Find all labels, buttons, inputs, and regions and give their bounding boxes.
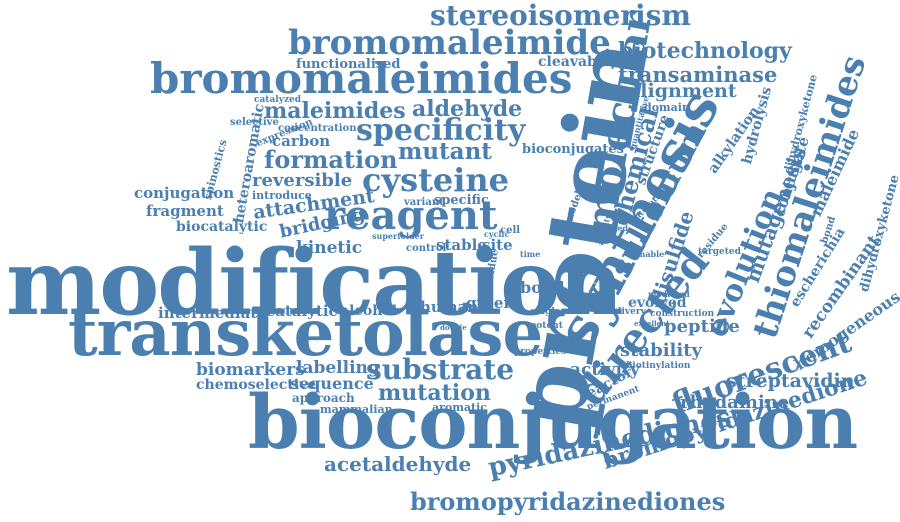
word-acetaldehyde: acetaldehyde (324, 452, 472, 476)
word-introduce: introduce (252, 189, 312, 202)
word-labelling: labelling (296, 358, 380, 378)
word-construction: construction (650, 309, 715, 319)
word-cyclic: cyclic (484, 229, 510, 239)
word-cysteine: cysteine (362, 161, 510, 199)
word-transaminase: transaminase (618, 62, 778, 87)
word-bromomaleimides: bromomaleimides (150, 54, 573, 103)
word-human: human (420, 298, 479, 316)
word-control: control (406, 243, 447, 254)
word-biotinylation: biotinylation (626, 361, 691, 371)
word-expression: concentration (278, 123, 357, 134)
word-peptide: peptide (664, 316, 740, 337)
word-maleimides: maleimides (264, 98, 406, 124)
word-biomarkers: biomarkers (196, 360, 305, 380)
word-domain: domain (644, 101, 690, 114)
word-intermediate: intermediate (158, 304, 267, 322)
word-alignment: alignment (628, 80, 737, 102)
word-transketolase: transketolase (68, 296, 543, 371)
word-activity: activity (570, 360, 640, 380)
word-substrate: substrate (366, 353, 515, 386)
word-tunable: tunable (630, 249, 665, 259)
word-time: time (520, 249, 541, 259)
word-mammalian: mammalian (320, 403, 393, 416)
word-specificity: specificity (356, 113, 526, 148)
word-aldehyde: aldehyde (412, 96, 523, 122)
word-chemoselective: chemoselective (196, 377, 317, 393)
word-aromatic: aromatic (432, 401, 487, 414)
word-attachment: excellent (634, 319, 670, 328)
word-bioconjugates: conjugation (134, 184, 235, 202)
word-mediated: targeted (698, 247, 741, 257)
word-bromomaleimide: bromomaleimide (288, 23, 611, 63)
word-variant: variant (404, 197, 444, 208)
word-evolved: evolved (628, 295, 687, 311)
word-bond: bond (520, 278, 565, 297)
word-catalytic: catalytic (266, 302, 338, 320)
word-linked: linked (600, 223, 629, 233)
word-potent: potent (530, 321, 563, 331)
word-bromopyridazinediones: bromopyridazinediones (410, 487, 726, 516)
word-concentration: catalyzed (254, 95, 302, 105)
word-alcohol: alcohol (340, 303, 398, 319)
word-spinostics: selective (230, 117, 279, 128)
word-modification: modification (6, 230, 624, 336)
word-biotechnology: biotechnology (618, 38, 792, 64)
word-stable: stable (436, 236, 487, 254)
word-delivery: delivery (606, 307, 646, 317)
word-fragment: biocatalytic (176, 219, 268, 235)
word-mutant: mutant (398, 138, 492, 165)
word-mutation: mutation (378, 380, 491, 406)
word-kinetic: kinetic (296, 238, 363, 258)
word-cell: cell (500, 225, 521, 236)
word-stability: stability (620, 340, 702, 361)
word-superfolder: superfolder (372, 231, 424, 241)
word-site: site (482, 236, 513, 254)
word-sequence: sequence (290, 374, 374, 393)
word-functionalised: functionalised (296, 57, 401, 72)
word-excellent: double (440, 323, 467, 332)
word-specific: specific (434, 193, 489, 208)
word-cleavable: cleavable (538, 54, 612, 70)
word-dihydroxyketone: dihydroxyketone (857, 173, 900, 294)
word-reversible: reversible (252, 170, 353, 191)
word-reagent: reagent (324, 192, 498, 239)
word-approach: approach (292, 391, 355, 405)
word-streptavidin: streptavidin (726, 370, 855, 392)
word-single: single (530, 307, 561, 317)
word-conjugation: fragment (146, 202, 224, 220)
word-native: mediated (648, 289, 690, 299)
word-formation: formation (264, 145, 398, 174)
word-network: carbon (272, 132, 331, 150)
word-properties: properties (514, 347, 567, 357)
word-rhodamine: rhodamine (680, 392, 790, 413)
word-carbon: bioconjugates (522, 142, 625, 157)
word-green: green (466, 294, 515, 312)
word-stereoisomerism: stereoisomerism (430, 0, 692, 32)
word-bioconjugation: bioconjugation (248, 380, 858, 466)
